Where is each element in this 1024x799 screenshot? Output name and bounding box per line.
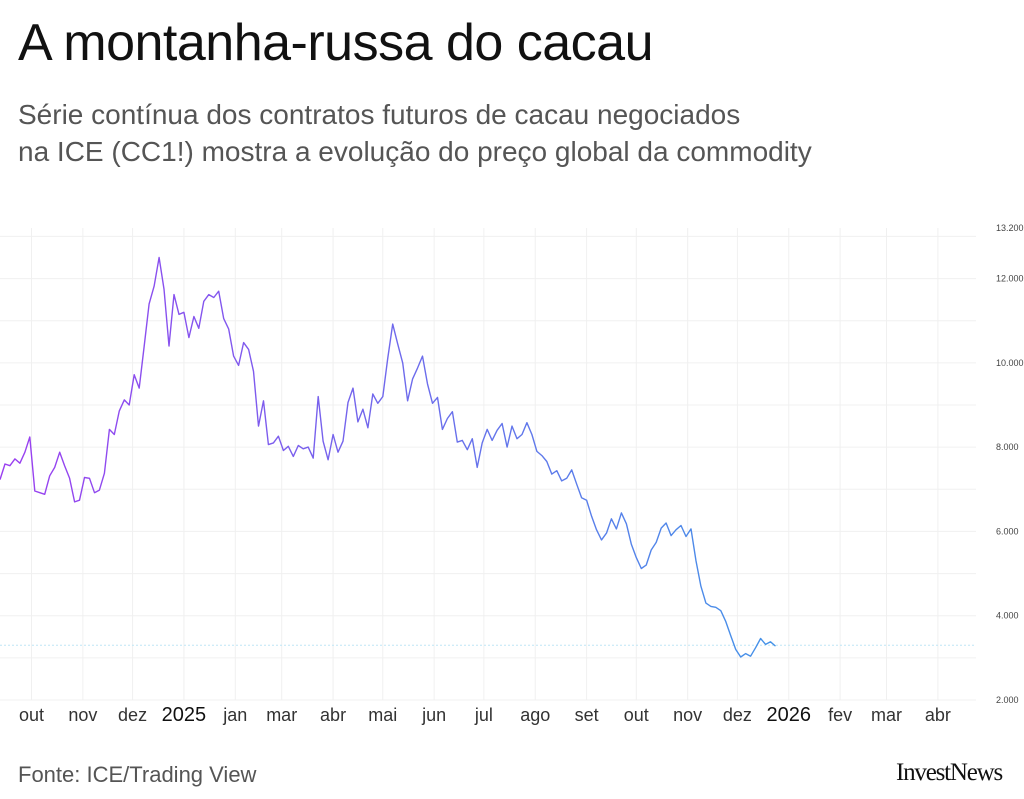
x-tick-label: 2025 <box>162 704 207 726</box>
x-tick-label: nov <box>673 705 702 725</box>
y-tick-label: 4.000 <box>996 611 1019 621</box>
x-tick-label: mar <box>266 705 297 725</box>
x-tick-label: dez <box>118 705 147 725</box>
series-line-0 <box>0 256 776 658</box>
series-group <box>0 256 776 658</box>
x-tick-label: nov <box>68 705 97 725</box>
brand-logo: InvestNews <box>895 759 1003 786</box>
x-tick-label: out <box>19 705 44 725</box>
y-tick-label: 8.000 <box>996 442 1019 452</box>
x-tick-label: abr <box>320 705 346 725</box>
x-tick-label: fev <box>828 705 852 725</box>
source-note: Fonte: ICE/Trading View <box>18 762 257 787</box>
x-tick-label: out <box>624 705 649 725</box>
x-tick-label: set <box>575 705 599 725</box>
page-subtitle: Série contínua dos contratos futuros de … <box>18 96 1008 170</box>
grid-lines <box>0 228 976 701</box>
y-tick-label: 12.000 <box>996 274 1024 284</box>
subtitle-line-1: Série contínua dos contratos futuros de … <box>18 99 741 130</box>
y-tick-label: 6.000 <box>996 526 1019 536</box>
x-tick-label: jun <box>421 705 446 725</box>
x-axis: out nov dez 2025 jan mar abr mai jun jul ago set out… <box>19 704 951 726</box>
x-tick-label: abr <box>925 705 951 725</box>
x-tick-label: dez <box>723 705 752 725</box>
y-tick-label: 2.000 <box>996 695 1019 705</box>
y-axis: 2.000 4.000 6.000 8.000 10.000 12.000 13.200 <box>996 223 1024 705</box>
x-tick-label: jan <box>222 705 247 725</box>
price-chart: 2.000 4.000 6.000 8.000 10.000 12.000 13.200 o… <box>0 223 1024 726</box>
x-tick-label: 2026 <box>767 704 812 726</box>
y-tick-label: 10.000 <box>996 358 1024 368</box>
y-tick-label: 13.200 <box>996 223 1024 233</box>
x-tick-label: jul <box>474 705 493 725</box>
x-tick-label: mar <box>871 705 902 725</box>
page-title: A montanha-russa do cacau <box>18 14 654 72</box>
subtitle-line-2: na ICE (CC1!) mostra a evolução do preço… <box>18 136 812 167</box>
x-tick-label: ago <box>520 705 550 725</box>
x-tick-label: mai <box>368 705 397 725</box>
